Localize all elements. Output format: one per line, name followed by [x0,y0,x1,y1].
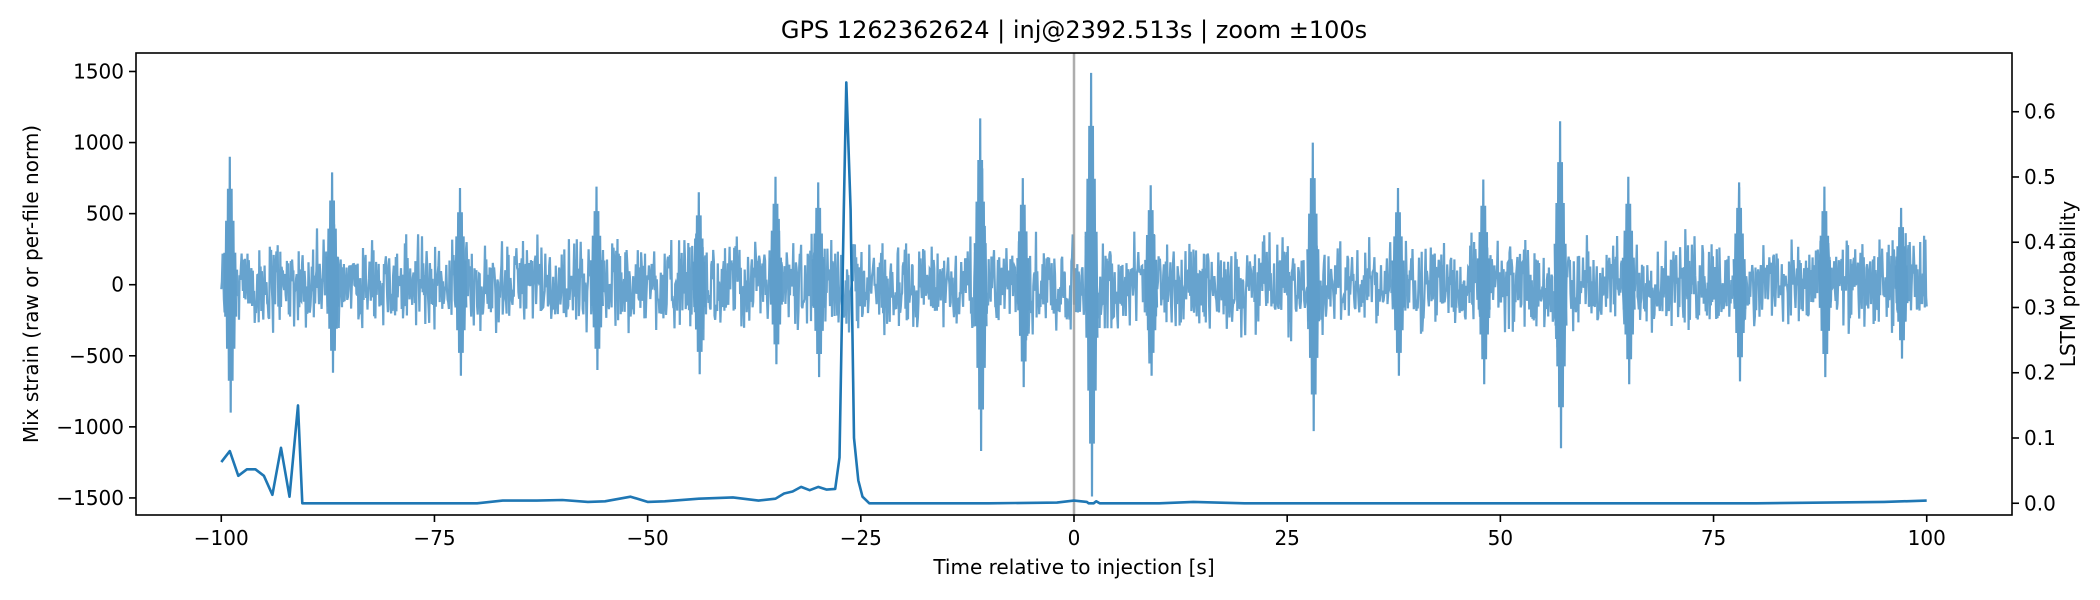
x-tick-label: −75 [413,526,455,550]
left-y-tick-label: 1500 [73,59,124,83]
strain-peak-6 [811,182,826,378]
strain-series [220,72,1928,497]
strain-peak-15 [1621,176,1636,385]
strain-peak-2 [453,187,468,376]
left-y-tick-label: −500 [69,344,124,368]
right-y-tick-label: 0.0 [2024,491,2056,515]
left-y-tick-label: −1000 [56,415,124,439]
right-y-tick-label: 0.4 [2024,230,2056,254]
x-tick-label: −25 [840,526,882,550]
right-y-axis-label: LSTM probability [2056,201,2080,368]
x-axis: −100 −75 −50 −25 0 25 50 75 100 [194,515,1946,550]
strain-peak-5 [769,176,783,365]
x-tick-label: 50 [1488,526,1513,550]
x-tick-label: 25 [1274,526,1299,550]
x-tick-label: 0 [1068,526,1081,550]
right-y-axis: 0.0 0.1 0.2 0.3 0.4 0.5 0.6 [2012,100,2056,515]
right-y-tick-label: 0.5 [2024,165,2056,189]
strain-peak-14 [1553,121,1568,449]
right-y-tick-label: 0.6 [2024,100,2056,124]
x-tick-label: −100 [194,526,249,550]
left-y-tick-label: −1500 [56,486,124,510]
strain-peak-17 [1817,186,1832,378]
left-y-tick-label: 0 [111,273,124,297]
x-axis-label: Time relative to injection [s] [932,555,1214,579]
strain-peak-13 [1476,179,1491,385]
lstm-probability-series [220,81,1927,505]
strain-peak-1 [325,172,340,373]
left-y-tick-label: 1000 [73,131,124,155]
strain-peak-0 [223,156,238,413]
strain-peak-4 [692,192,707,375]
strain-peak-16 [1732,182,1747,382]
strain-peak-12 [1391,187,1406,376]
strain-peak-3 [590,186,604,371]
strain-peak-9 [1084,72,1099,497]
right-y-tick-label: 0.1 [2024,426,2056,450]
right-y-tick-label: 0.2 [2024,361,2056,385]
right-y-tick-label: 0.3 [2024,295,2056,319]
strain-peak-8 [1016,178,1031,388]
x-tick-label: 75 [1701,526,1726,550]
x-tick-label: 100 [1908,526,1946,550]
strain-peak-10 [1144,185,1159,376]
x-tick-label: −50 [627,526,669,550]
left-y-axis: −1500 −1000 −500 0 500 1000 1500 [56,59,136,510]
left-y-tick-label: 500 [86,202,124,226]
left-y-axis-label: Mix strain (raw or per-file norm) [19,125,43,443]
strain-peak-11 [1306,142,1321,432]
chart-title: GPS 1262362624 | inj@2392.513s | zoom ±1… [781,16,1367,44]
strain-peak-7 [973,118,988,452]
strain-peak-18 [1894,207,1909,359]
